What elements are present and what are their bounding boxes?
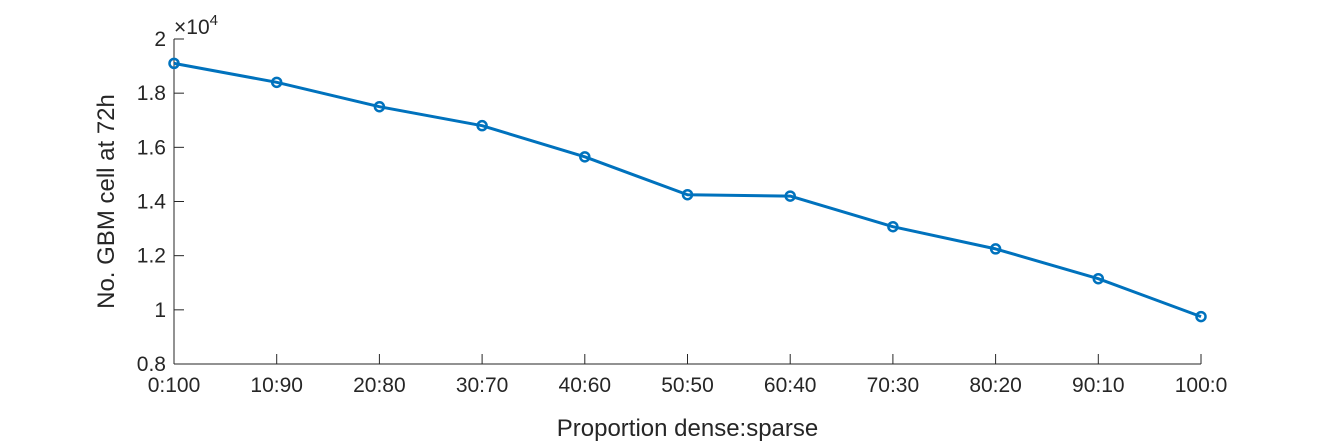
- y-tick-label: 2: [154, 28, 166, 51]
- y-tick-label: 1: [154, 299, 166, 322]
- data-point: [887, 220, 899, 233]
- data-point: [784, 190, 796, 202]
- x-axis-label: Proportion dense:sparse: [557, 415, 819, 442]
- x-tick-label: 10:90: [250, 374, 303, 397]
- y-tick-label: 1.2: [137, 245, 166, 268]
- data-point: [270, 76, 283, 89]
- data-point: [373, 100, 386, 113]
- data-point: [476, 119, 488, 132]
- plot-area: 0:100 10:90 20:80 30:70 40:60 50:50 60:40 70:30…: [137, 28, 1227, 397]
- y-axis-exponent: ×104: [174, 12, 218, 39]
- x-tick-label: 60:40: [764, 374, 817, 397]
- y-tick-label: 0.8: [137, 353, 166, 376]
- data-point: [168, 57, 180, 70]
- y-tick-label: 1.6: [137, 136, 166, 159]
- x-tick-label: 90:10: [1072, 374, 1125, 397]
- data-point: [1195, 310, 1207, 323]
- x-tick-label: 50:50: [661, 374, 714, 397]
- data-point: [989, 243, 1002, 255]
- x-tick-label: 30:70: [456, 374, 509, 397]
- data-point: [681, 188, 694, 201]
- y-tick-label: 1.8: [137, 82, 166, 105]
- data-point: [579, 151, 591, 163]
- x-tick-label: 0:100: [148, 374, 201, 397]
- x-tick-label: 70:30: [867, 374, 920, 397]
- x-tick-label: 20:80: [353, 374, 406, 397]
- series-line: [173, 61, 1202, 319]
- x-tick-label: 40:60: [559, 374, 612, 397]
- y-axis-exponent-power: 4: [210, 12, 218, 29]
- x-tick-label: 80:20: [969, 374, 1022, 397]
- y-tick-label: 1.4: [137, 191, 167, 214]
- y-axis-exponent-base: ×10: [174, 16, 210, 39]
- x-tick-label: 100:0: [1175, 374, 1228, 397]
- y-axis-label: No. GBM cell at 72h: [93, 94, 120, 309]
- data-point: [1092, 272, 1105, 285]
